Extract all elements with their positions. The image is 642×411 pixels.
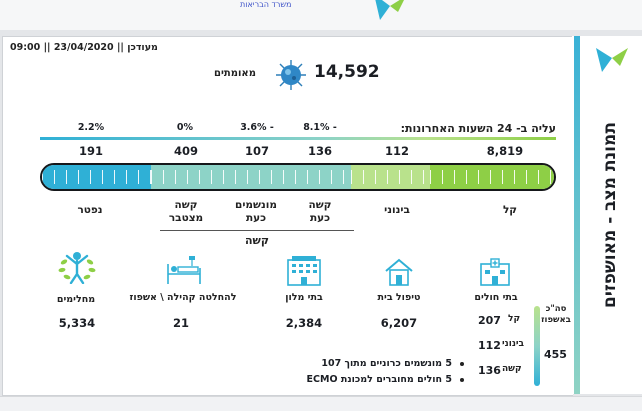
- location-community-label: להחלטה קהילה \ אשפוז: [129, 292, 237, 303]
- bar-segment-deceased: [42, 165, 151, 189]
- bar-segment-severe: [151, 165, 351, 189]
- location-home-value: 6,207: [380, 316, 418, 330]
- total-severe-now: 136: [307, 144, 332, 158]
- total-medium: 112: [384, 144, 409, 158]
- label-medium: בינוני: [384, 204, 410, 216]
- update-timestamp: 09:00 || 23/04/2020 || מעודכן: [10, 42, 158, 53]
- severe-group-label: קשה: [245, 234, 269, 247]
- ministry-logo-icon: [375, 0, 404, 20]
- update-time: 09:00: [10, 42, 41, 53]
- breakdown-medium-value: 112: [478, 339, 501, 352]
- bar-segment-medium: [351, 165, 430, 189]
- label-ventilated: מונשמים כעת: [235, 199, 277, 224]
- breakdown-severe-value: 136: [478, 364, 501, 377]
- location-hotels-label: בתי מלון: [285, 292, 323, 303]
- note-text: 5 חולים מחוברים למכונת ECMO: [306, 374, 452, 385]
- ministry-logo-icon: [596, 48, 628, 72]
- hotel-icon: [287, 256, 321, 286]
- breakdown-light-label: קל: [508, 314, 521, 324]
- breakdown-total-value: 455: [544, 348, 567, 361]
- change-severe-now: 8.1% -: [303, 122, 337, 133]
- change-severe-cumulative: 0%: [176, 122, 194, 133]
- hospital-bed-icon: [167, 256, 201, 284]
- note-item: 5 חולים מחוברים למכונת ECMO: [220, 374, 464, 385]
- confirmed-count: מאומתים 14,592: [214, 56, 384, 92]
- hospital-breakdown: סה"כ באשפוז 455 207 קל 112 בינוני 136 קש…: [464, 300, 574, 390]
- change-deceased: 2.2%: [77, 122, 105, 133]
- top-banner: משרד הבריאות: [0, 0, 642, 30]
- confirmed-value: 14,592: [314, 62, 380, 82]
- notes-list: 5 מונשמים כרוניים מתוך 107 5 חולים מחובר…: [220, 358, 464, 390]
- house-icon: [385, 258, 413, 286]
- total-deceased: 191: [78, 144, 103, 158]
- dashboard-card: [2, 36, 573, 396]
- location-recovered-label: מחלימים: [56, 294, 96, 305]
- hospital-icon: [480, 258, 510, 286]
- breakdown-light-value: 207: [478, 314, 501, 327]
- label-deceased: נפטר: [77, 204, 103, 216]
- bottom-edge: [0, 396, 642, 411]
- severe-group-bracket: [160, 230, 354, 231]
- bar-segment-light: [430, 165, 554, 189]
- label-severe-cumulative: קשה מצטבר: [168, 199, 204, 224]
- rise-underline: [40, 137, 556, 140]
- change-ventilated: 3.6% -: [240, 122, 274, 133]
- rise-label: עליה ב- 24 השעות האחרונות:: [400, 122, 556, 135]
- severity-bar: [40, 163, 556, 191]
- confirmed-label: מאומתים: [214, 68, 256, 79]
- note-item: 5 מונשמים כרוניים מתוך 107: [220, 358, 464, 369]
- total-light: 8,819: [486, 144, 524, 158]
- total-severe-cumulative: 409: [173, 144, 198, 158]
- recovered-person-icon: [58, 252, 96, 284]
- virus-icon: [276, 60, 306, 90]
- ministry-subtitle: משרד הבריאות: [240, 0, 292, 9]
- location-home-label: טיפול בית: [377, 292, 421, 303]
- breakdown-total-label: סה"כ באשפוז: [541, 304, 571, 325]
- note-text: 5 מונשמים כרוניים מתוך 107: [321, 358, 452, 369]
- location-recovered-value: 5,334: [58, 316, 96, 330]
- location-community-value: 21: [172, 316, 189, 330]
- title-column: [572, 36, 642, 394]
- accent-strip: [574, 36, 580, 394]
- location-hospitals-label: בתי חולים: [474, 292, 518, 303]
- location-hotels-value: 2,384: [285, 316, 323, 330]
- label-light: קל: [502, 204, 518, 216]
- update-label: מעודכן: [127, 42, 158, 53]
- breakdown-severe-label: קשה: [502, 364, 522, 374]
- page-title: תמונת מצב - מאושפזים: [600, 122, 620, 308]
- breakdown-medium-label: בינוני: [502, 339, 525, 349]
- total-ventilated: 107: [244, 144, 269, 158]
- breakdown-scale: [534, 306, 540, 386]
- label-severe-now: קשה כעת: [308, 199, 332, 224]
- update-date: 23/04/2020: [53, 42, 114, 53]
